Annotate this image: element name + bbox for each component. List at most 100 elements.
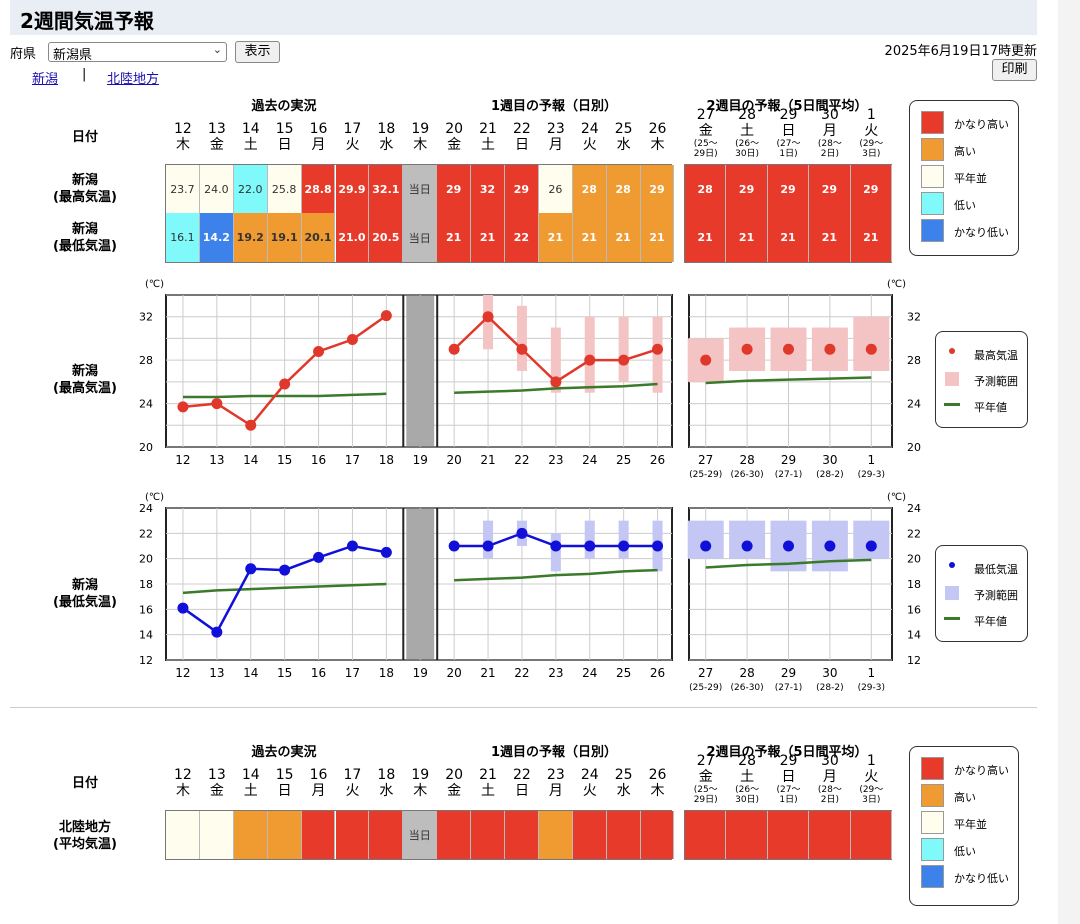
date-weekday: 火 [582, 783, 597, 799]
x-tick-label: 19 [413, 666, 428, 680]
prefecture-select[interactable]: 新潟県 ⌄ [48, 42, 227, 63]
x-tick-sublabel: (28-2) [816, 683, 843, 693]
temperature-point [783, 540, 794, 552]
date-cell: 21 土 [472, 767, 505, 799]
date-range-start: (29～ [859, 785, 884, 795]
temperature-point [824, 343, 836, 355]
y-tick-label: 24 [907, 502, 921, 515]
row-label-region-name: 北陸地方 [58, 820, 111, 835]
x-tick-label: 19 [413, 453, 428, 467]
scrollbar-area[interactable] [1058, 0, 1080, 924]
date-weekday: 日 [514, 137, 529, 153]
min-cell: 14.2 [199, 213, 234, 262]
date-day: 1 [866, 107, 876, 123]
date-day: 15 [275, 121, 294, 137]
normal-line [454, 382, 658, 394]
temperature-point [245, 419, 257, 431]
date-cell: 14 土 [234, 121, 267, 153]
temperature-point [584, 540, 596, 552]
normal-line [182, 582, 387, 595]
temperature-point [448, 540, 460, 552]
legend-range-label: 予測範囲 [974, 589, 1018, 602]
row-label-region-type: (平均気温) [53, 837, 117, 852]
legend-label: 高い [954, 791, 976, 804]
x-tick-label: 26 [650, 453, 665, 467]
min-cell: 16.1 [166, 213, 200, 262]
date-weekday: 土 [740, 123, 755, 139]
show-button[interactable]: 表示 [235, 41, 280, 63]
date-weekday: 火 [864, 769, 879, 785]
date-range: (28～ 2日) [809, 139, 850, 159]
x-tick-label: 17 [345, 453, 360, 467]
region-cell [505, 811, 539, 859]
date-day: 25 [614, 121, 633, 137]
forecast-range-bar [584, 520, 595, 559]
x-tick-label: 29 [781, 666, 796, 680]
min-week2-cell: 21 [726, 213, 768, 262]
title-bar: 2週間気温予報 [10, 0, 1037, 35]
temperature-point [516, 343, 528, 355]
date-range-end: 2日) [820, 795, 840, 805]
week2-date-cell: 28 土 (26～ 30日) [727, 753, 768, 805]
temperature-point [346, 334, 358, 346]
y-tick-label: 18 [139, 578, 153, 591]
region-week2-cell [809, 811, 851, 859]
max-week2-cell: 29 [767, 165, 810, 213]
date-weekday: 木 [413, 783, 428, 799]
date-weekday: 金 [698, 123, 713, 139]
row-label-max: 新潟 (最高気温) [30, 172, 140, 206]
date-weekday: 土 [243, 137, 258, 153]
date-cell: 26 木 [641, 767, 674, 799]
print-button[interactable]: 印刷 [992, 59, 1037, 81]
min-cell: 21.0 [335, 213, 370, 262]
x-tick-label: 23 [548, 453, 563, 467]
link-hokuriku[interactable]: 北陸地方 [107, 72, 160, 87]
x-tick-label: 15 [277, 453, 292, 467]
x-tick-label: 29 [781, 453, 796, 467]
temperature-point [652, 540, 664, 552]
legend-label: 平年並 [954, 172, 987, 185]
normal-line [705, 376, 872, 385]
legend-swatch [921, 838, 944, 861]
chart-max-row-label-type: (最高気温) [53, 381, 117, 396]
legend-min-label: 最低気温 [974, 563, 1018, 576]
date-cell: 15 日 [268, 121, 301, 153]
date-cell: 21 土 [472, 121, 505, 153]
link-niigata[interactable]: 新潟 [32, 72, 59, 87]
date-day: 24 [580, 121, 599, 137]
legend-label: かなり高い [954, 118, 1009, 131]
region-week2-cell [767, 811, 810, 859]
chart-min-row-label-name: 新潟 [71, 578, 98, 593]
temperature-point [700, 540, 712, 552]
temperature-point [783, 343, 794, 355]
region-week2-cell [850, 811, 892, 859]
date-range-start: (26～ [735, 139, 760, 149]
temperature-point [245, 563, 257, 575]
date-range: (27～ 1日) [768, 785, 809, 805]
temperature-point [448, 343, 460, 355]
y-unit-label: (℃) [145, 492, 164, 503]
date-day: 22 [513, 121, 531, 137]
x-tick-label: 24 [582, 666, 597, 680]
date-day: 21 [479, 767, 497, 783]
x-tick-label: 16 [311, 666, 326, 680]
temperature-point [346, 540, 358, 552]
date-weekday: 土 [481, 137, 496, 153]
legend-swatch [921, 865, 944, 888]
date-cell: 12 木 [166, 121, 199, 153]
date-cell: 16 月 [302, 121, 335, 153]
legend-label: 低い [954, 199, 976, 212]
date-cell: 17 火 [336, 767, 369, 799]
date-weekday: 火 [864, 123, 879, 139]
prefecture-select-value: 新潟県 [53, 48, 93, 63]
max-cell: 24.0 [199, 165, 234, 213]
y-tick-label: 22 [139, 527, 153, 540]
x-tick-label: 28 [739, 453, 754, 467]
temperature-point [865, 540, 877, 552]
header-week1: 1週目の予報（日別） [490, 99, 618, 114]
temperature-point [618, 354, 630, 366]
date-range-end: 30日) [735, 149, 760, 159]
min-cell: 21 [572, 213, 607, 262]
region-cell [572, 811, 607, 859]
